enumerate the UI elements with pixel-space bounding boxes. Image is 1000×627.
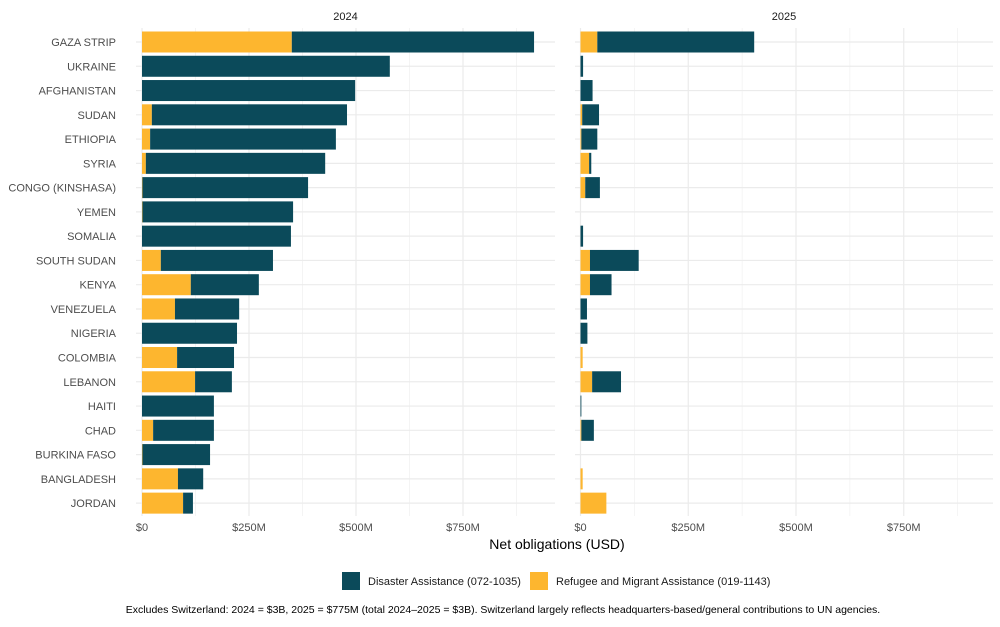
bar-refugee-2024-lebanon — [142, 371, 195, 392]
bar-refugee-2024-gaza-strip — [142, 32, 292, 53]
y-tick-label: BANGLADESH — [41, 474, 116, 486]
y-tick-label: UKRAINE — [67, 61, 116, 73]
facet-title-2024: 2024 — [333, 11, 357, 23]
y-tick-label: JORDAN — [71, 498, 116, 510]
bar-refugee-2024-sudan — [142, 104, 152, 125]
x-tick-label: $500M — [339, 522, 373, 534]
bar-refugee-2025-gaza-strip — [581, 32, 598, 53]
bar-refugee-2025-ethiopia — [581, 129, 582, 150]
bar-disaster-2024-nigeria — [142, 323, 237, 344]
y-tick-label: SOUTH SUDAN — [36, 255, 116, 267]
bar-disaster-2024-congo-kinshasa- — [142, 177, 308, 198]
bar-disaster-2025-lebanon — [592, 371, 621, 392]
facet-title-2025: 2025 — [772, 11, 796, 23]
bar-disaster-2025-kenya — [590, 274, 612, 295]
bar-disaster-2024-sudan — [152, 104, 347, 125]
bar-disaster-2024-chad — [153, 420, 214, 441]
bar-disaster-2024-bangladesh — [178, 468, 203, 489]
bar-refugee-2025-jordan — [581, 493, 607, 514]
x-tick-label: $0 — [574, 522, 586, 534]
bar-disaster-2024-burkina-faso — [142, 444, 210, 465]
chart-caption: Excludes Switzerland: 2024 = $3B, 2025 =… — [126, 604, 880, 616]
x-tick-label: $250M — [671, 522, 705, 534]
x-tick-label: $750M — [446, 522, 480, 534]
bar-refugee-2025-chad — [581, 420, 582, 441]
bar-disaster-2024-gaza-strip — [292, 32, 534, 53]
bar-disaster-2025-afghanistan — [581, 80, 593, 101]
bar-disaster-2024-south-sudan — [161, 250, 273, 271]
bar-disaster-2024-yemen — [142, 201, 293, 222]
bar-disaster-2025-sudan — [582, 104, 599, 125]
bar-refugee-2024-colombia — [142, 347, 177, 368]
bar-refugee-2024-kenya — [142, 274, 191, 295]
bar-disaster-2024-afghanistan — [142, 80, 355, 101]
bar-disaster-2024-lebanon — [195, 371, 232, 392]
legend-swatch-disaster — [342, 572, 360, 590]
bar-disaster-2024-venezuela — [175, 298, 239, 319]
bar-disaster-2025-congo-kinshasa- — [585, 177, 600, 198]
bar-disaster-2024-ukraine — [142, 56, 390, 77]
bar-disaster-2025-south-sudan — [590, 250, 639, 271]
bar-refugee-2024-south-sudan — [142, 250, 161, 271]
bar-refugee-2025-syria — [581, 153, 590, 174]
bar-refugee-2024-syria — [142, 153, 146, 174]
y-tick-label: KENYA — [80, 280, 117, 292]
bar-disaster-2024-colombia — [177, 347, 234, 368]
bar-disaster-2025-venezuela — [581, 298, 587, 319]
y-tick-label: HAITI — [88, 401, 116, 413]
bar-disaster-2024-ethiopia — [150, 129, 336, 150]
y-tick-label: GAZA STRIP — [51, 37, 116, 49]
bar-refugee-2024-chad — [142, 420, 153, 441]
x-axis-title: Net obligations (USD) — [489, 536, 624, 552]
bar-disaster-2025-somalia — [581, 226, 584, 247]
bar-refugee-2024-venezuela — [142, 298, 175, 319]
y-tick-label: SOMALIA — [67, 231, 117, 243]
bar-disaster-2025-syria — [589, 153, 591, 174]
bar-disaster-2025-chad — [581, 420, 593, 441]
y-tick-label: SYRIA — [83, 158, 117, 170]
y-tick-label: CHAD — [85, 425, 116, 437]
bar-refugee-2024-jordan — [142, 493, 183, 514]
x-tick-label: $0 — [136, 522, 148, 534]
bar-disaster-2025-ukraine — [581, 56, 584, 77]
bar-disaster-2024-kenya — [191, 274, 259, 295]
bar-disaster-2025-ethiopia — [581, 129, 597, 150]
bar-disaster-2024-somalia — [142, 226, 291, 247]
bar-disaster-2024-haiti — [142, 396, 214, 417]
y-tick-label: VENEZUELA — [51, 304, 117, 316]
y-tick-label: CONGO (KINSHASA) — [8, 183, 116, 195]
y-tick-label: BURKINA FASO — [35, 450, 116, 462]
y-tick-label: COLOMBIA — [58, 353, 117, 365]
bar-refugee-2025-sudan — [581, 104, 583, 125]
bar-disaster-2025-haiti — [581, 396, 582, 417]
bar-refugee-2025-colombia — [581, 347, 583, 368]
y-tick-label: SUDAN — [77, 110, 116, 122]
legend-swatch-refugee — [530, 572, 548, 590]
bar-refugee-2025-kenya — [581, 274, 590, 295]
bar-disaster-2024-jordan — [183, 493, 193, 514]
legend-label-disaster: Disaster Assistance (072-1035) — [368, 576, 521, 588]
bar-refugee-2024-bangladesh — [142, 468, 178, 489]
bar-disaster-2025-gaza-strip — [597, 32, 754, 53]
x-tick-label: $250M — [232, 522, 266, 534]
bar-refugee-2025-bangladesh — [581, 468, 583, 489]
legend-label-refugee: Refugee and Migrant Assistance (019-1143… — [556, 576, 770, 588]
y-tick-label: YEMEN — [77, 207, 116, 219]
bar-refugee-2024-ethiopia — [142, 129, 150, 150]
y-tick-label: NIGERIA — [71, 328, 117, 340]
bar-refugee-2025-congo-kinshasa- — [581, 177, 586, 198]
x-tick-label: $750M — [887, 522, 921, 534]
y-tick-label: ETHIOPIA — [65, 134, 117, 146]
y-tick-label: AFGHANISTAN — [39, 86, 116, 98]
bar-refugee-2025-south-sudan — [581, 250, 590, 271]
bar-disaster-2024-syria — [146, 153, 325, 174]
y-tick-label: LEBANON — [63, 377, 116, 389]
bar-refugee-2025-lebanon — [581, 371, 593, 392]
bar-disaster-2025-nigeria — [581, 323, 588, 344]
x-tick-label: $500M — [779, 522, 813, 534]
